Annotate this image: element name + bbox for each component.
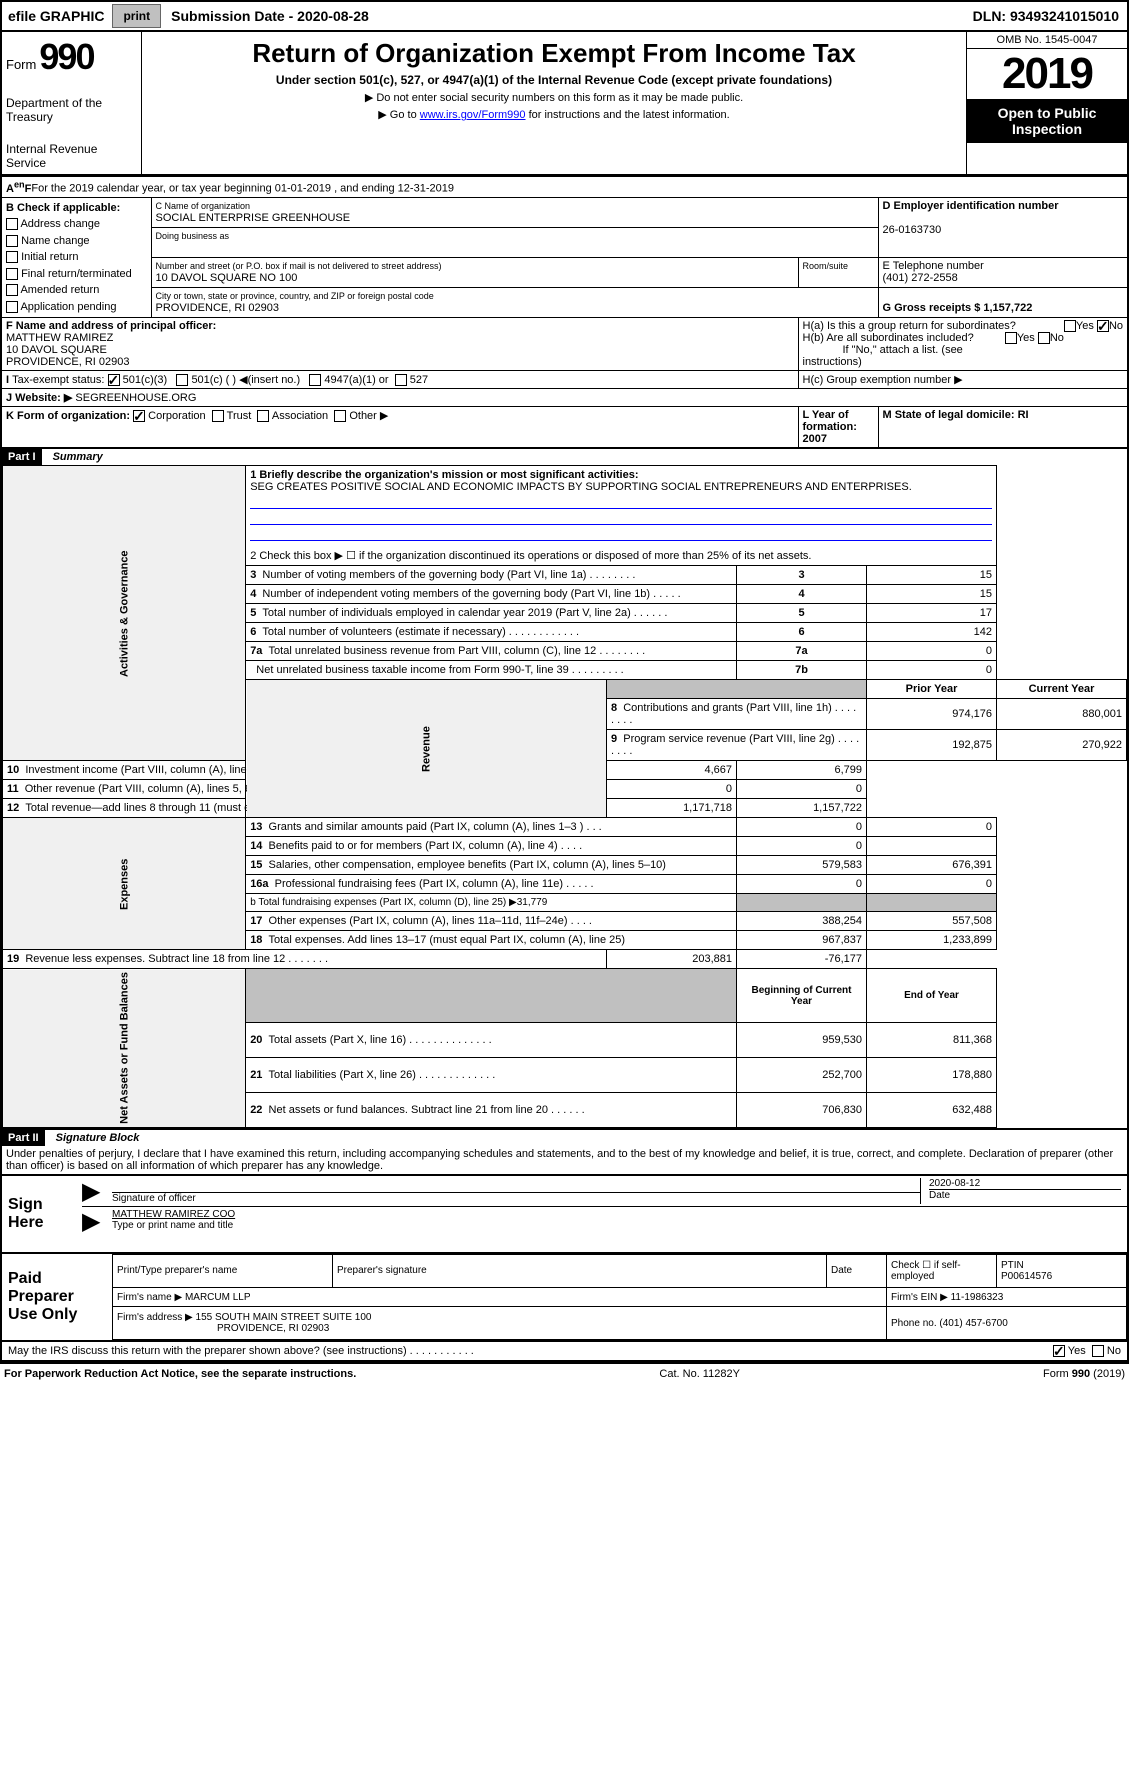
state-domicile: M State of legal domicile: RI: [883, 409, 1029, 421]
part2-header: Part II: [2, 1130, 45, 1146]
tax-year: 2019: [967, 49, 1127, 99]
part1-title: Summary: [53, 451, 103, 463]
irs-link[interactable]: www.irs.gov/Form990: [420, 109, 526, 121]
form-prefix: Form: [6, 57, 36, 72]
cb-name[interactable]: Name change: [6, 233, 147, 250]
firm-name: MARCUM LLP: [185, 1292, 251, 1303]
org-name: SOCIAL ENTERPRISE GREENHOUSE: [156, 212, 351, 224]
note-ssn: ▶ Do not enter social security numbers o…: [146, 91, 962, 104]
header-right: OMB No. 1545-0047 2019 Open to Public In…: [967, 32, 1127, 174]
header-left: Form 990 Department of the Treasury Inte…: [2, 32, 142, 174]
label-revenue: Revenue: [246, 680, 607, 818]
preparer-label: Paid Preparer Use Only: [2, 1254, 112, 1340]
omb-number: OMB No. 1545-0047: [967, 32, 1127, 49]
sign-here-label: Sign Here: [2, 1176, 82, 1252]
tax-exempt-status: I Tax-exempt status: 501(c)(3) 501(c) ( …: [1, 371, 798, 389]
form-of-org: K Form of organization: Corporation Trus…: [1, 407, 798, 449]
cb-final[interactable]: Final return/terminated: [6, 266, 147, 283]
efile-label: efile GRAPHIC: [2, 8, 110, 24]
org-address: 10 DAVOL SQUARE NO 100: [156, 272, 298, 284]
year-formation: L Year of formation: 2007: [803, 409, 857, 445]
firm-ein: 11-1986323: [951, 1292, 1004, 1303]
ein: 26-0163730: [883, 224, 942, 236]
perjury-text: Under penalties of perjury, I declare th…: [2, 1146, 1127, 1174]
label-expenses: Expenses: [3, 818, 246, 950]
discuss-row: May the IRS discuss this return with the…: [0, 1342, 1129, 1362]
footer-cat: Cat. No. 11282Y: [659, 1368, 740, 1380]
header-middle: Return of Organization Exempt From Incom…: [142, 32, 967, 174]
cb-amended[interactable]: Amended return: [6, 282, 147, 299]
dept-irs: Internal Revenue Service: [6, 142, 137, 170]
paid-preparer: Paid Preparer Use Only Print/Type prepar…: [0, 1254, 1129, 1342]
section-b: B Check if applicable: Address change Na…: [1, 197, 151, 318]
officer-name: MATTHEW RAMIREZ: [6, 332, 113, 344]
footer-left: For Paperwork Reduction Act Notice, see …: [4, 1368, 356, 1380]
org-phone: (401) 272-2558: [883, 272, 958, 284]
part1-header: Part I: [2, 449, 42, 465]
form-number: 990: [39, 36, 93, 77]
open-public: Open to Public Inspection: [967, 99, 1127, 143]
footer-form: Form 990 (2019): [1043, 1368, 1125, 1380]
label-net-assets: Net Assets or Fund Balances: [3, 969, 246, 1128]
form-header: Form 990 Department of the Treasury Inte…: [0, 32, 1129, 176]
top-bar: efile GRAPHIC print Submission Date - 20…: [0, 0, 1129, 32]
label-activities: Activities & Governance: [3, 466, 246, 761]
note-link: ▶ Go to www.irs.gov/Form990 for instruct…: [146, 108, 962, 121]
line-a: For the 2019 calendar year, or tax year …: [31, 183, 454, 195]
signature-block: Sign Here ▶ Signature of officer 2020-08…: [0, 1176, 1129, 1254]
main-title: Return of Organization Exempt From Incom…: [146, 38, 962, 69]
part-2: Part II Signature Block Under penalties …: [0, 1130, 1129, 1176]
dln: DLN: 93493241015010: [965, 8, 1127, 24]
part2-title: Signature Block: [56, 1132, 140, 1144]
ptin: P00614576: [1001, 1271, 1052, 1282]
officer-name-title: MATTHEW RAMIREZ COO: [112, 1209, 235, 1220]
subtitle: Under section 501(c), 527, or 4947(a)(1)…: [146, 73, 962, 87]
cb-address[interactable]: Address change: [6, 216, 147, 233]
print-button[interactable]: print: [112, 4, 161, 28]
page-footer: For Paperwork Reduction Act Notice, see …: [0, 1362, 1129, 1384]
dept-treasury: Department of the Treasury: [6, 96, 137, 124]
gross-receipts: G Gross receipts $ 1,157,722: [883, 302, 1033, 314]
website: SEGREENHOUSE.ORG: [75, 392, 196, 404]
mission-text: SEG CREATES POSITIVE SOCIAL AND ECONOMIC…: [250, 481, 912, 493]
sign-date: 2020-08-12: [929, 1178, 980, 1189]
submission-date: Submission Date - 2020-08-28: [163, 8, 377, 24]
identity-table: AenFFor the 2019 calendar year, or tax y…: [0, 176, 1129, 449]
cb-initial[interactable]: Initial return: [6, 249, 147, 266]
part-1: Part I Summary Activities & Governance 1…: [0, 449, 1129, 1130]
org-city: PROVIDENCE, RI 02903: [156, 302, 280, 314]
cb-pending[interactable]: Application pending: [6, 299, 147, 316]
firm-address: 155 SOUTH MAIN STREET SUITE 100: [196, 1312, 372, 1323]
firm-phone: Phone no. (401) 457-6700: [891, 1318, 1008, 1329]
